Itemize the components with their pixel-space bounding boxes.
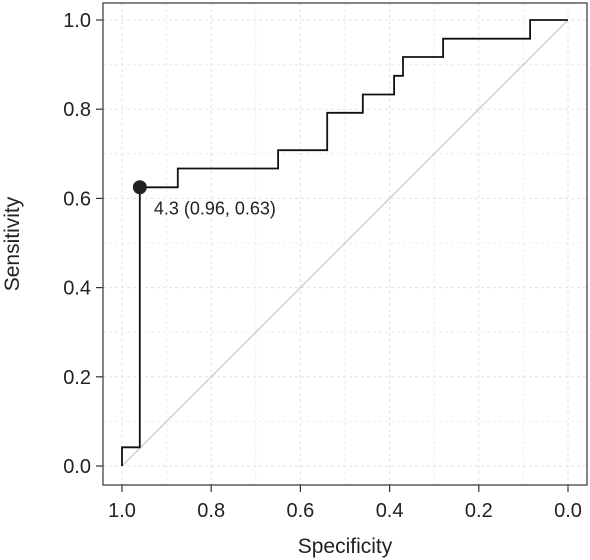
y-axis-label: Sensitivity — [1, 196, 24, 291]
y-tick-label: 0.4 — [63, 278, 91, 300]
roc-curve — [121, 19, 568, 466]
x-axis: 1.0 0.8 0.6 0.4 0.2 0.0 — [108, 485, 582, 522]
grid — [103, 3, 587, 485]
optimal-threshold-point — [132, 180, 147, 195]
y-tick-label: 1.0 — [63, 10, 91, 32]
x-tick-label: 0.0 — [554, 500, 582, 522]
y-tick-label: 0.8 — [63, 99, 91, 121]
x-tick-label: 0.2 — [465, 500, 493, 522]
y-tick-label: 0.2 — [63, 367, 91, 389]
x-tick-label: 1.0 — [108, 500, 136, 522]
threshold-annotation: 4.3 (0.96, 0.63) — [154, 198, 276, 218]
x-tick-label: 0.6 — [286, 500, 314, 522]
y-tick-label: 0.0 — [63, 456, 91, 478]
x-axis-label: Specificity — [298, 535, 393, 558]
x-tick-label: 0.4 — [376, 500, 404, 522]
x-tick-label: 0.8 — [197, 500, 225, 522]
plot-frame — [102, 2, 588, 486]
y-tick-label: 0.6 — [63, 188, 91, 210]
y-axis: 0.0 0.2 0.4 0.6 0.8 1.0 — [63, 10, 103, 478]
reference-diagonal — [121, 19, 569, 467]
